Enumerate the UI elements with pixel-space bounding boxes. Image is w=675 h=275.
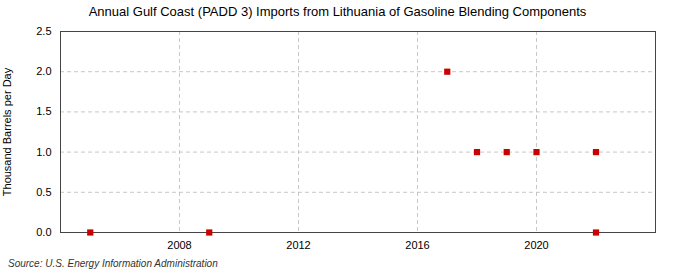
html-text:Annual Gulf Coast (PADD 3) Imp: Annual Gulf Coast (PADD 3) Imports from … <box>88 4 587 19</box>
html-text:Source: U.S. Energy Informatio: Source: U.S. Energy Information Administ… <box>8 258 218 269</box>
svg-text:2.0: 2.0 <box>36 65 51 77</box>
svg-text:1.0: 1.0 <box>36 146 51 158</box>
svg-text:2008: 2008 <box>167 239 191 251</box>
svg-text:1.5: 1.5 <box>36 105 51 117</box>
svg-text:2012: 2012 <box>286 239 310 251</box>
svg-text:Thousand Barrels per Day: Thousand Barrels per Day <box>1 67 13 196</box>
svg-text:2016: 2016 <box>405 239 429 251</box>
svg-text:0.0: 0.0 <box>36 226 51 238</box>
svg-text:2020: 2020 <box>524 239 548 251</box>
svg-text:2.5: 2.5 <box>36 25 51 37</box>
svg-text:0.5: 0.5 <box>36 186 51 198</box>
